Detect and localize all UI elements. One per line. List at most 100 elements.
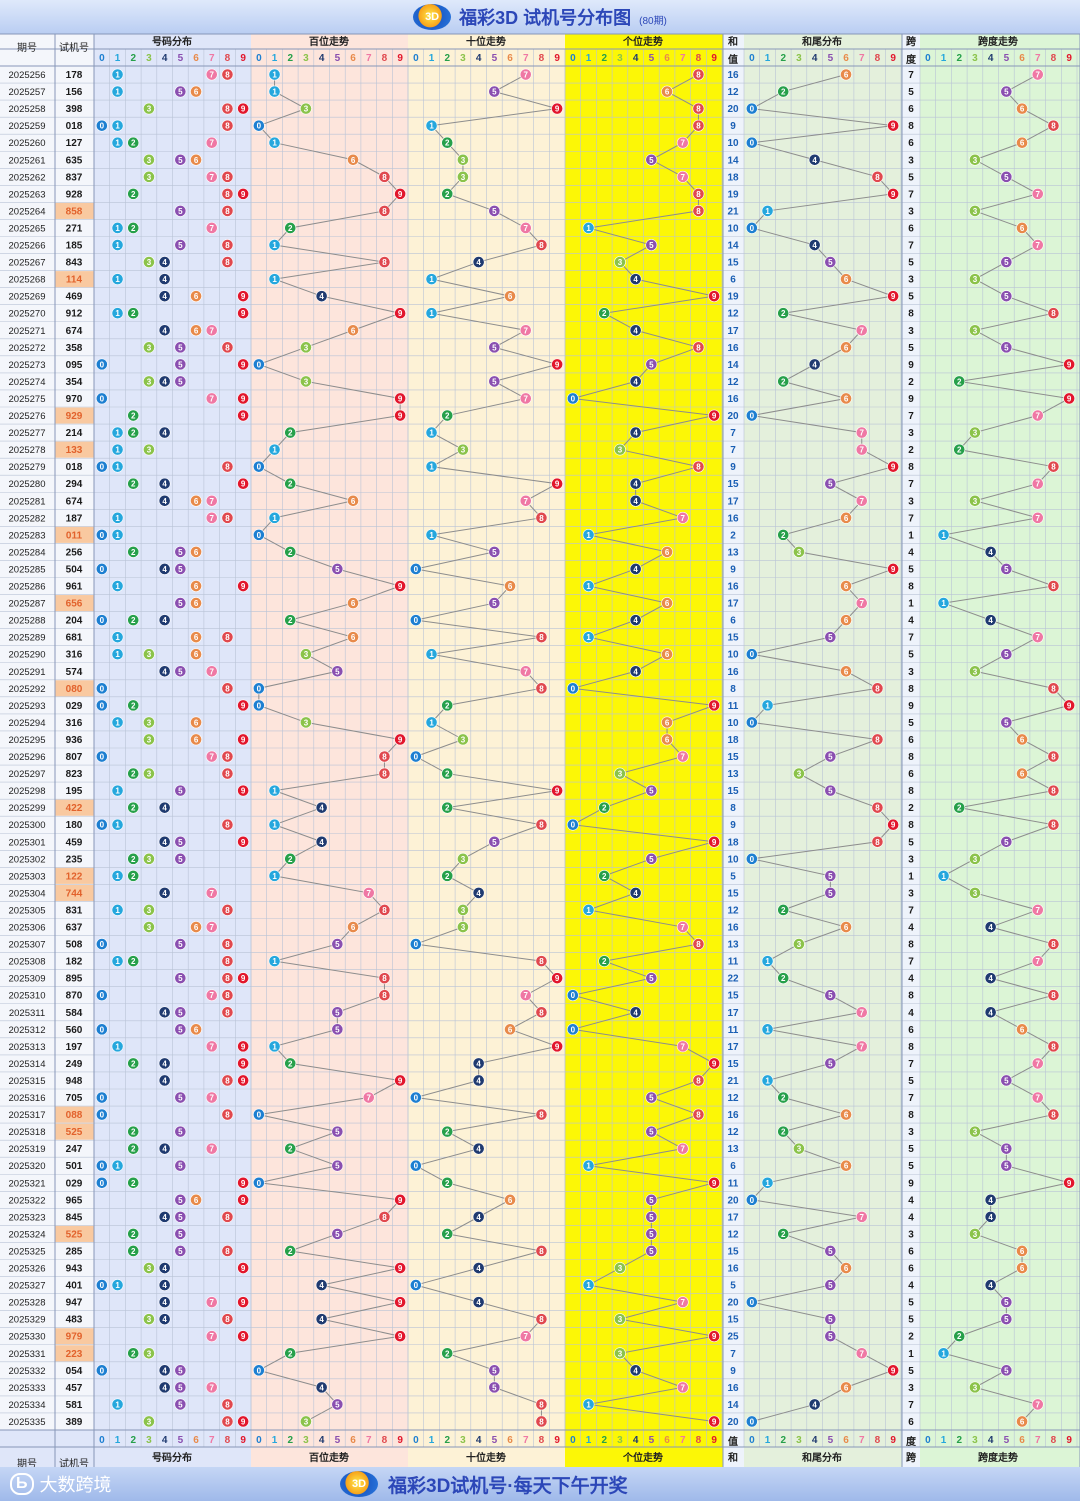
tens-trend-ball-label: 5 (492, 599, 497, 608)
period-cell: 2025322 (9, 1195, 46, 1206)
tens-trend-ball (409, 614, 422, 627)
span-trend-ball (1000, 563, 1013, 575)
hundreds-trend-ball (284, 222, 297, 234)
units-trend-ball-label: 1 (586, 633, 591, 642)
sumtail-section-bg (744, 34, 902, 1467)
dist-ball (237, 102, 250, 115)
digit-header-bottom: 4 (319, 1435, 325, 1446)
tens-trend-ball-label: 5 (492, 343, 497, 352)
dist-ball (143, 153, 155, 166)
number-cell: 501 (66, 1161, 83, 1172)
hundreds-trend-ball-label: 1 (272, 514, 277, 523)
sumtail-trend-ball-label: 8 (875, 173, 880, 182)
dist-ball (237, 784, 250, 797)
span-cell: 6 (908, 138, 914, 149)
hundreds-trend-ball-label: 0 (257, 684, 262, 693)
number-cell: 095 (66, 360, 83, 371)
hundreds-trend-ball-label: 8 (382, 974, 387, 983)
dist-ball-label: 7 (210, 514, 215, 523)
dist-ball (143, 733, 155, 746)
tens-trend-ball-label: 7 (524, 394, 529, 403)
dist-ball (221, 187, 234, 200)
sum-cell: 11 (728, 957, 739, 968)
dist-ball (158, 494, 171, 507)
sum-cell: 15 (727, 1246, 739, 1257)
sumtail-trend-ball (840, 1262, 852, 1274)
number-cell: 018 (66, 462, 83, 473)
period-cell: 2025331 (9, 1349, 46, 1360)
number-cell: 127 (66, 138, 83, 149)
sum-cell: 17 (727, 1042, 739, 1053)
span-trend-ball (1000, 1296, 1013, 1309)
period-cell: 2025298 (9, 786, 46, 797)
digit-header-bottom: 0 (570, 1435, 576, 1446)
sum-cell: 19 (727, 292, 739, 303)
digit-header: 0 (256, 53, 262, 64)
dist-ball (237, 1193, 250, 1206)
hundreds-trend-ball (394, 1262, 407, 1274)
span-trend-ball (1031, 955, 1044, 968)
dist-ball-label: 1 (115, 650, 120, 659)
tens-trend-ball-label: 4 (476, 1213, 481, 1222)
tens-trend-ball-label: 8 (539, 241, 544, 250)
dist-ball-label: 9 (241, 292, 246, 301)
span-cell: 7 (908, 241, 914, 252)
tens-trend-ball-label: 7 (524, 71, 529, 80)
units-trend-ball (676, 1296, 689, 1309)
sumtail-trend-ball (887, 460, 900, 473)
repeat-highlight (55, 1345, 94, 1362)
span-trend-ball-label: 2 (957, 1332, 962, 1341)
hundreds-trend-ball-label: 2 (288, 855, 293, 864)
dist-ball (111, 443, 124, 456)
units-trend-ball (645, 784, 658, 797)
dist-ball-label: 1 (115, 787, 120, 796)
sumtail-trend-ball (777, 1091, 790, 1104)
sumtail-trend-ball-label: 7 (860, 1008, 865, 1017)
sum-cell: 5 (730, 871, 736, 882)
hundreds-trend-ball (362, 887, 375, 899)
units-trend-ball-label: 3 (618, 446, 623, 455)
sumtail-trend-ball (793, 767, 805, 780)
sumtail-trend-ball-label: 8 (875, 735, 880, 744)
dist-ball (143, 341, 155, 354)
dist-ball (237, 409, 250, 422)
tens-trend-ball (504, 1193, 516, 1206)
hundreds-trend-ball (331, 938, 344, 950)
dist-ball-label: 2 (131, 1230, 136, 1239)
tens-trend-ball (535, 239, 548, 251)
units-trend-ball-label: 8 (696, 207, 701, 216)
span-trend-ball-label: 3 (973, 667, 978, 676)
units-trend-ball-label: 4 (633, 497, 638, 506)
span-cell: 8 (908, 1110, 914, 1121)
dist-ball (174, 1398, 187, 1411)
sumtail-trend-ball-label: 5 (828, 787, 833, 796)
span-trend-ball (937, 528, 950, 541)
dist-ball (174, 1006, 187, 1019)
sumtail-trend-ball-label: 5 (828, 633, 833, 642)
dist-ball-label: 1 (115, 1162, 120, 1171)
tens-trend-ball (457, 733, 469, 746)
repeat-highlight (55, 441, 94, 458)
sumtail-trend-ball-label: 1 (765, 1179, 770, 1188)
dist-ball-label: 7 (210, 1298, 215, 1307)
units-trend-ball-label: 1 (586, 1281, 591, 1290)
span-header: 度 (906, 53, 917, 66)
dist-ball-label: 3 (147, 156, 152, 165)
dist-ball (174, 784, 187, 797)
sumtail-trend-ball-label: 6 (844, 275, 849, 284)
sum-cell: 20 (727, 1298, 739, 1309)
units-trend-ball (676, 921, 689, 933)
span-trend-ball (1016, 1245, 1028, 1257)
span-trend-ball (1047, 119, 1060, 132)
number-cell: 133 (66, 445, 83, 456)
dist-ball (237, 358, 250, 371)
dist-ball (237, 1057, 250, 1070)
dist-ball (190, 648, 202, 661)
dist-ball-label: 1 (115, 1042, 120, 1051)
dist-ball-label: 4 (162, 275, 167, 284)
sumtail-trend-ball-label: 1 (765, 957, 770, 966)
number-cell: 635 (66, 155, 83, 166)
dist-ball-label: 5 (178, 974, 183, 983)
sumtail-trend-ball (777, 1125, 790, 1138)
digit-header-bottom: 1 (765, 1435, 771, 1446)
